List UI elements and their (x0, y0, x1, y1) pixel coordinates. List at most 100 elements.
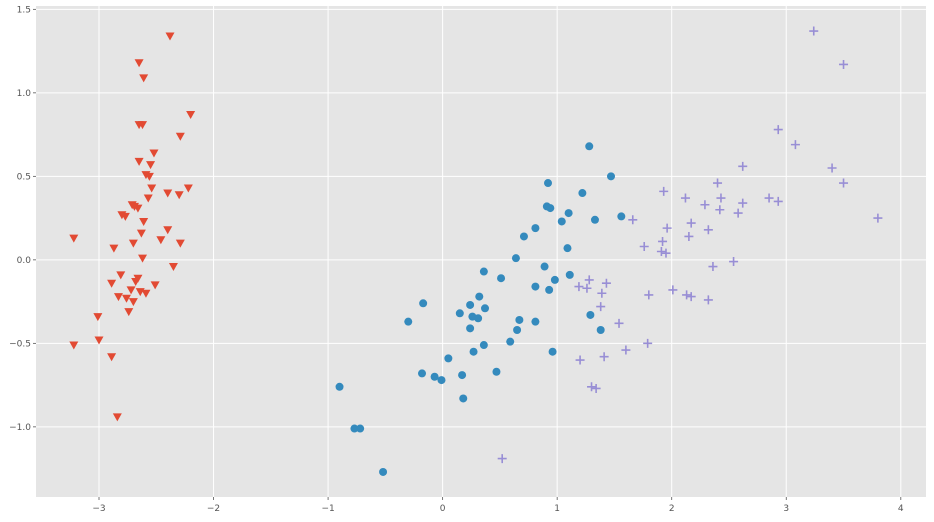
scatter-point-triangle (134, 59, 144, 68)
scatter-point-triangle (168, 263, 178, 272)
scatter-point-triangle (126, 286, 136, 295)
scatter-point-triangle (146, 161, 156, 170)
scatter-point-circle (492, 367, 501, 376)
scatter-point-triangle (163, 226, 173, 235)
scatter-point-circle (466, 300, 475, 309)
y-tick-label: −0.5 (9, 339, 31, 349)
scatter-point-plus (601, 278, 611, 288)
scatter-point-plus (716, 193, 726, 203)
scatter-point-plus (839, 59, 849, 69)
scatter-point-triangle (69, 341, 79, 350)
scatter-point-triangle (121, 294, 131, 303)
scatter-point-plus (497, 454, 507, 464)
scatter-point-triangle (93, 313, 103, 322)
scatter-point-circle (586, 310, 595, 319)
scatter-point-plus (658, 236, 668, 246)
scatter-point-plus (614, 318, 624, 328)
scatter-point-plus (628, 215, 638, 225)
scatter-point-plus (639, 241, 649, 251)
scatter-point-plus (809, 26, 819, 36)
scatter-point-plus (596, 302, 606, 312)
scatter-point-triangle (163, 189, 173, 198)
scatter-point-triangle (139, 217, 149, 226)
scatter-point-circle (418, 369, 427, 378)
scatter-point-triangle (69, 234, 79, 243)
scatter-point-circle (565, 270, 574, 279)
scatter-point-circle (550, 275, 559, 284)
scatter-point-triangle (134, 157, 144, 166)
scatter-point-plus (682, 290, 692, 300)
scatter-point-circle (458, 371, 467, 380)
scatter-point-triangle (94, 336, 104, 345)
scatter-point-circle (459, 394, 468, 403)
scatter-point-plus (729, 257, 739, 267)
axis-ticks: −3 −2 −1 0 1 2 3 4 −1.0 −0.5 0.0 0.5 1.0 1.5 (9, 5, 904, 514)
scatter-point-circle (506, 337, 515, 346)
y-tick-label: 0.0 (17, 256, 32, 266)
scatter-point-plus (599, 352, 609, 362)
scatter-point-circle (356, 424, 365, 433)
scatter-point-circle (531, 224, 540, 233)
scatter-point-plus (621, 345, 631, 355)
scatter-point-triangle (174, 191, 184, 200)
scatter-point-plus (686, 218, 696, 228)
scatter-point-plus (733, 208, 743, 218)
scatter-point-triangle (107, 279, 117, 288)
scatter-point-plus (873, 213, 883, 223)
x-tick-label: 3 (783, 504, 789, 514)
scatter-point-triangle (183, 184, 193, 193)
scatter-point-circle (466, 324, 475, 333)
scatter-point-circle (607, 172, 616, 181)
scatter-point-circle (531, 317, 540, 326)
scatter-point-circle (455, 309, 464, 318)
scatter-point-plus (708, 262, 718, 272)
scatter-point-plus (764, 193, 774, 203)
y-tick-label: 1.5 (17, 5, 31, 15)
scatter-point-triangle (165, 32, 175, 41)
y-tick-label: 1.0 (17, 89, 32, 99)
y-tick-label: −1.0 (9, 423, 31, 433)
scatter-point-circle (513, 325, 522, 334)
scatter-point-triangle (109, 244, 119, 253)
scatter-point-circle (548, 347, 557, 356)
scatter-point-triangle (147, 184, 157, 193)
scatter-point-circle (617, 212, 626, 221)
scatter-point-plus (839, 178, 849, 188)
scatter-point-circle (437, 376, 446, 385)
scatter-point-circle (430, 372, 439, 381)
scatter-point-plus (656, 247, 666, 256)
grid-lines (36, 6, 926, 497)
scatter-point-circle (590, 215, 599, 224)
scatter-point-plus (686, 292, 696, 302)
scatter-point-plus (738, 161, 748, 171)
x-tick-label: 2 (669, 504, 675, 514)
scatter-point-plus (790, 140, 800, 150)
x-tick-label: −3 (92, 504, 105, 514)
scatter-point-circle (479, 267, 488, 276)
scatter-point-plus (684, 231, 694, 241)
scatter-point-circle (585, 142, 594, 151)
scatter-point-circle (596, 325, 605, 334)
scatter-point-circle (474, 314, 483, 323)
series-plus (497, 26, 883, 464)
scatter-point-plus (575, 355, 585, 365)
scatter-point-triangle (128, 298, 138, 307)
scatter-point-circle (481, 304, 490, 313)
scatter-point-triangle (156, 236, 166, 245)
scatter-point-circle (497, 274, 506, 283)
scatter-point-triangle (112, 413, 122, 422)
scatter-point-plus (738, 198, 748, 208)
scatter-point-plus (584, 275, 594, 285)
x-tick-label: 0 (440, 504, 446, 514)
scatter-point-triangle (186, 111, 196, 120)
x-tick-label: −1 (321, 504, 334, 514)
scatter-point-circle (475, 292, 484, 301)
x-tick-label: 1 (554, 504, 560, 514)
scatter-point-circle (479, 341, 488, 350)
scatter-point-circle (469, 347, 478, 356)
scatter-point-triangle (175, 132, 185, 141)
scatter-point-plus (597, 288, 607, 298)
scatter-point-plus (661, 248, 671, 258)
scatter-point-circle (557, 217, 566, 226)
